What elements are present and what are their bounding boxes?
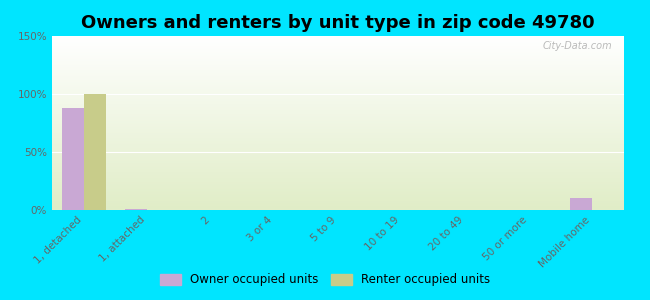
Bar xyxy=(62,108,84,210)
Bar xyxy=(570,198,592,210)
Bar xyxy=(84,94,106,210)
Legend: Owner occupied units, Renter occupied units: Owner occupied units, Renter occupied un… xyxy=(155,269,495,291)
Text: City-Data.com: City-Data.com xyxy=(543,41,612,51)
Title: Owners and renters by unit type in zip code 49780: Owners and renters by unit type in zip c… xyxy=(81,14,595,32)
Bar xyxy=(125,209,148,210)
